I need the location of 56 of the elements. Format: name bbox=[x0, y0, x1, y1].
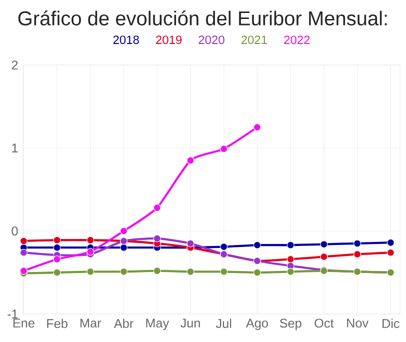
text: 2018 bbox=[113, 36, 139, 44]
point bbox=[153, 267, 161, 275]
point bbox=[253, 124, 261, 131]
point bbox=[120, 227, 128, 235]
text: 2021 bbox=[241, 36, 267, 44]
point bbox=[253, 241, 261, 249]
x-tick-label: Sep bbox=[280, 318, 302, 330]
x-tick-label: Abr bbox=[114, 318, 134, 328]
point bbox=[153, 204, 161, 212]
point bbox=[86, 268, 94, 276]
point bbox=[286, 255, 294, 263]
point bbox=[20, 237, 28, 245]
point bbox=[153, 234, 161, 242]
point bbox=[20, 267, 28, 275]
point bbox=[86, 248, 94, 256]
x-tick-label: Ago bbox=[246, 318, 268, 330]
point bbox=[186, 240, 194, 248]
chart-title: Gráfico de evolución del Euribor Mensual: bbox=[18, 10, 387, 26]
text: 2019 bbox=[156, 36, 182, 44]
point bbox=[386, 238, 394, 246]
x-tick-label: Ene bbox=[13, 318, 34, 328]
point bbox=[120, 268, 128, 276]
x-tick-label: Oct bbox=[314, 318, 334, 328]
point bbox=[320, 240, 328, 248]
point bbox=[286, 241, 294, 249]
point bbox=[354, 240, 362, 248]
point bbox=[386, 248, 394, 256]
point bbox=[186, 268, 194, 276]
point bbox=[20, 248, 28, 256]
point bbox=[286, 268, 294, 276]
x-tick-label: Jun bbox=[180, 318, 200, 328]
x-tick-label: May bbox=[146, 318, 170, 330]
x-tick-label: Nov bbox=[347, 318, 369, 328]
point bbox=[186, 156, 194, 164]
point bbox=[220, 268, 228, 276]
y-tick-label: 0 bbox=[12, 226, 18, 236]
y-tick-label: -1 bbox=[8, 310, 18, 318]
point bbox=[253, 268, 261, 276]
point bbox=[53, 255, 61, 263]
point bbox=[354, 250, 362, 258]
point bbox=[220, 145, 228, 153]
point bbox=[86, 236, 94, 244]
point bbox=[120, 244, 128, 252]
x-tick-label: Mar bbox=[80, 318, 102, 328]
text: 2022 bbox=[284, 36, 310, 44]
text: 2020 bbox=[198, 36, 224, 44]
x-tick-label: Feb bbox=[47, 318, 68, 328]
x-tick-label: Jul bbox=[216, 318, 232, 328]
point bbox=[220, 243, 228, 251]
x-tick-label: Dic bbox=[382, 318, 400, 328]
y-tick-label: 1 bbox=[12, 144, 18, 152]
point bbox=[53, 236, 61, 244]
point bbox=[320, 252, 328, 260]
point bbox=[53, 244, 61, 252]
point bbox=[53, 268, 61, 276]
y-tick-label: 2 bbox=[12, 60, 18, 70]
